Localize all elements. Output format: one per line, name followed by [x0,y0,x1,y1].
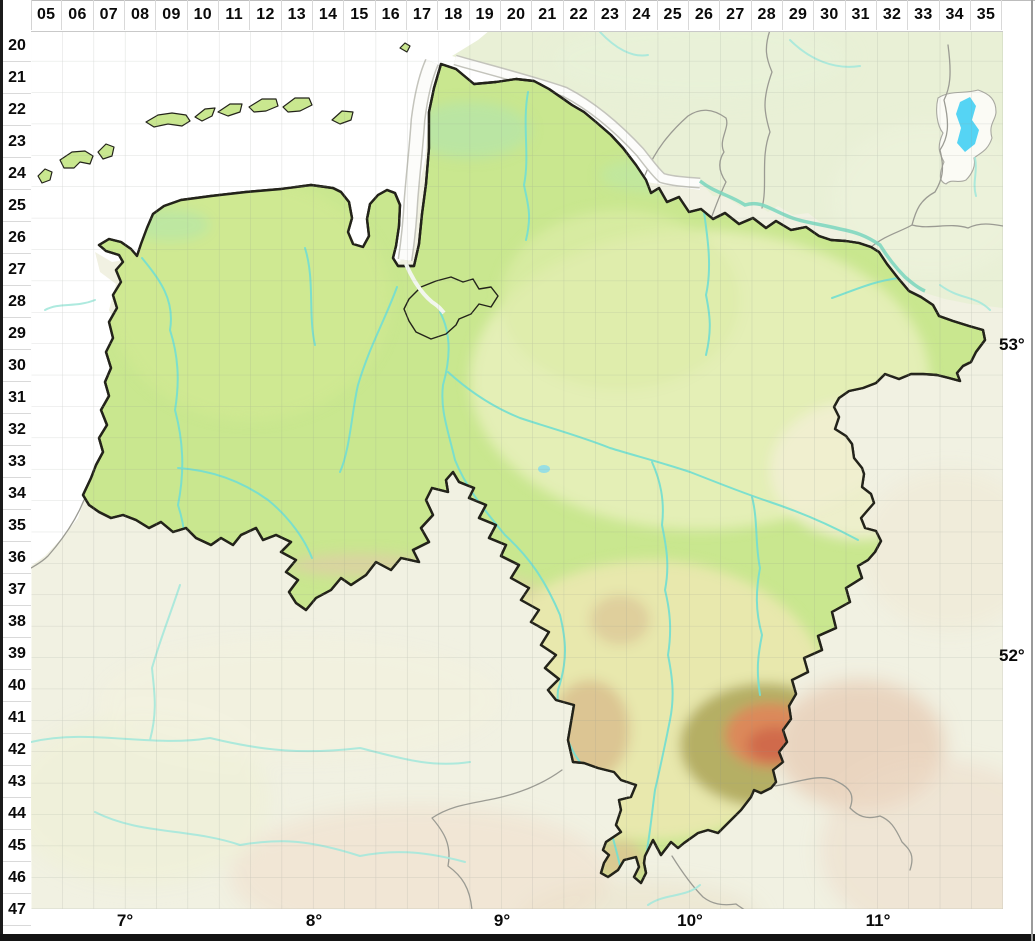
col-label: 11 [219,0,251,30]
col-label: 35 [971,0,1003,30]
lon-label-10: 10° [677,911,703,930]
row-label: 43 [3,766,31,798]
row-label: 30 [3,350,31,382]
col-label: 09 [156,0,188,30]
col-label: 12 [250,0,282,30]
row-label: 25 [3,190,31,222]
row-label: 42 [3,734,31,766]
col-label: 31 [846,0,877,30]
row-label: 26 [3,222,31,254]
row-label: 45 [3,830,31,862]
lon-label-8: 8° [305,911,323,930]
col-label: 27 [720,0,752,30]
col-label: 16 [376,0,407,30]
col-label: 30 [814,0,846,30]
row-label: 29 [3,318,31,350]
col-label: 21 [532,0,564,30]
frame-bottom-bar [0,934,1035,941]
grid-corner-cell [0,0,32,30]
col-label: 26 [689,0,721,30]
latitude-strip [1003,30,1035,909]
lon-label-7: 7° [116,911,134,930]
col-label: 24 [626,0,658,30]
lon-label-9: 9° [493,911,511,930]
row-label: 41 [3,702,31,734]
row-label: 37 [3,574,31,606]
col-label: 32 [877,0,909,30]
col-label: 06 [62,0,94,30]
row-label: 22 [3,94,31,126]
row-label: 39 [3,638,31,670]
col-label: 07 [94,0,125,30]
frame-left-bar [0,0,3,941]
row-label: 35 [3,510,31,542]
longitude-strip [0,909,1035,934]
frame-right-line [1031,0,1033,941]
col-label: 33 [908,0,940,30]
row-label: 31 [3,382,31,414]
row-label: 34 [3,478,31,510]
row-label: 23 [3,126,31,158]
col-label: 23 [595,0,627,30]
row-label: 47 [3,894,31,926]
row-label: 40 [3,670,31,702]
col-label: 25 [658,0,689,30]
col-label: 20 [501,0,533,30]
col-label: 14 [313,0,345,30]
row-label: 21 [3,62,31,94]
row-label: 24 [3,158,31,190]
col-label: 22 [564,0,595,30]
row-label: 32 [3,414,31,446]
row-label: 44 [3,798,31,830]
column-header-strip [0,0,1035,32]
col-label: 34 [940,0,971,30]
col-label: 28 [752,0,783,30]
lon-label-11: 11° [865,911,891,930]
col-label: 05 [31,0,63,30]
row-label: 38 [3,606,31,638]
col-label: 17 [407,0,439,30]
col-label: 19 [470,0,501,30]
col-label: 29 [783,0,815,30]
lat-label-52: 52° [999,646,1025,665]
row-label: 28 [3,286,31,318]
col-label: 15 [344,0,376,30]
row-label: 36 [3,542,31,574]
row-labels: 20 21 22 23 24 25 26 27 28 29 30 31 32 33 34 35 36 37 38 39… [3,30,31,926]
row-label: 33 [3,446,31,478]
lat-label-53: 53° [999,335,1025,354]
row-label: 46 [3,862,31,894]
col-label: 13 [282,0,313,30]
grid-overlay [31,30,1003,909]
col-label: 18 [438,0,470,30]
row-label: 27 [3,254,31,286]
row-label: 20 [3,30,31,62]
col-label: 08 [125,0,157,30]
row-header-strip [3,30,31,909]
col-label: 10 [188,0,219,30]
column-labels: 05 06 07 08 09 10 11 12 13 14 15 16 17 18 19 20 21 22 23 24… [31,0,1003,30]
